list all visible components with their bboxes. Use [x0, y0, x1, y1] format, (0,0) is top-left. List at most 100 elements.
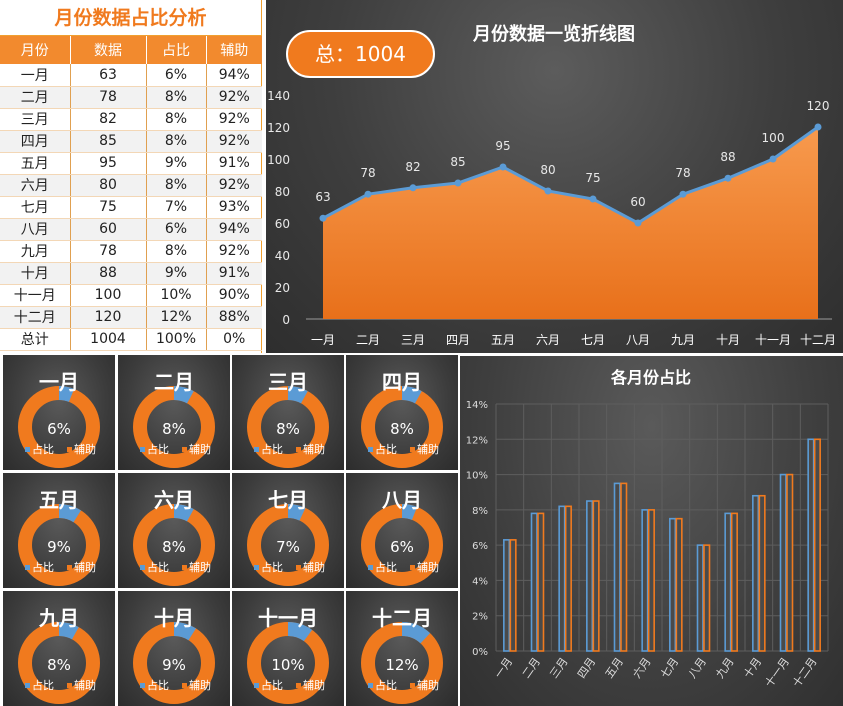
- table-cell: 8%: [146, 240, 207, 263]
- area-fill: [323, 127, 818, 319]
- bar-chart-panel: 各月份占比 0% 2% 4% 6% 8% 10% 12% 14% 一月 二月 三月 四月 五月 六月 七月 八月…: [460, 356, 843, 706]
- y-tick-label: 120: [267, 121, 290, 135]
- line-chart-title: 月份数据一览折线图: [472, 23, 635, 45]
- donut-svg: 三月 8% 占比 辅助: [247, 370, 329, 468]
- table-cell: 总计: [0, 328, 71, 351]
- donut-chart: 一月 6% 占比 辅助: [3, 355, 115, 470]
- legend-swatch-auxiliary: [410, 683, 415, 688]
- bar-share: [752, 494, 760, 652]
- donut-chart: 十一月 10% 占比 辅助: [232, 591, 344, 706]
- table-cell: 一月: [0, 64, 71, 87]
- x-tick-label: 十一月: [762, 655, 792, 690]
- donut-ring-share: [247, 622, 329, 704]
- table-cell: 7%: [146, 196, 207, 219]
- table-header-row: 月份 数据 占比 辅助: [0, 36, 262, 64]
- table-cell: 92%: [206, 86, 262, 109]
- table-cell: 78: [70, 240, 147, 263]
- legend-label: 占比: [261, 442, 283, 456]
- data-label: 85: [450, 155, 465, 169]
- y-tick-label: 60: [275, 217, 290, 231]
- table-cell: 七月: [0, 196, 71, 219]
- legend-label: 辅助: [189, 442, 211, 456]
- table-cell: 四月: [0, 130, 71, 153]
- table-cell: 92%: [206, 130, 262, 153]
- legend-swatch-auxiliary: [182, 447, 187, 452]
- bar-chart: 各月份占比 0% 2% 4% 6% 8% 10% 12% 14% 一月 二月 三月 四月 五月 六月 七月 八月…: [466, 368, 829, 690]
- data-label: 75: [585, 171, 600, 185]
- table-cell: 10%: [146, 284, 207, 307]
- table-cell: 63: [70, 64, 147, 87]
- donut-ring-share: [361, 504, 443, 586]
- legend-label: 辅助: [417, 678, 439, 692]
- data-label: 95: [495, 139, 510, 153]
- x-tick-label: 三月: [401, 333, 425, 347]
- legend-swatch-share: [140, 447, 145, 452]
- legend-swatch-share: [368, 565, 373, 570]
- bar-share: [613, 482, 621, 652]
- legend-swatch-share: [254, 565, 259, 570]
- table-row: 十月 88 9% 91%: [0, 262, 262, 285]
- x-tick-label: 八月: [626, 333, 650, 347]
- donut-title: 六月: [154, 488, 194, 512]
- bar-auxiliary: [509, 539, 517, 652]
- data-label: 63: [315, 190, 330, 204]
- x-tick-label: 九月: [671, 333, 695, 347]
- bar-share: [724, 512, 732, 652]
- donut-center-label: 10%: [271, 656, 304, 674]
- legend-swatch-auxiliary: [67, 565, 72, 570]
- table-cell: 95: [70, 152, 147, 175]
- data-point: [364, 190, 372, 198]
- y-tick-label: 12%: [466, 435, 488, 446]
- table-cell: 9%: [146, 152, 207, 175]
- x-tick-label: 六月: [630, 655, 653, 680]
- table-header-cell: 辅助: [206, 36, 262, 64]
- donut-title: 十一月: [258, 606, 318, 630]
- legend-label: 占比: [147, 560, 169, 574]
- y-tick-label: 20: [275, 281, 290, 295]
- table-header-cell: 占比: [146, 36, 207, 64]
- bar-share: [530, 512, 538, 652]
- table-cell: 五月: [0, 152, 71, 175]
- data-point: [769, 155, 777, 163]
- table-cell: 8%: [146, 174, 207, 197]
- data-point: [544, 187, 552, 195]
- donut-center-label: 6%: [47, 420, 71, 438]
- legend-swatch-auxiliary: [410, 565, 415, 570]
- x-tick-label: 八月: [686, 655, 709, 680]
- data-label: 60: [630, 195, 645, 209]
- donut-title: 三月: [268, 370, 308, 394]
- x-tick-label: 九月: [713, 655, 736, 680]
- bar-auxiliary: [675, 517, 683, 652]
- donut-title: 十二月: [372, 606, 432, 630]
- legend-label: 占比: [261, 678, 283, 692]
- table-cell: 十二月: [0, 306, 71, 329]
- x-tick-label: 七月: [581, 333, 605, 347]
- data-point: [319, 214, 327, 222]
- x-tick-label: 十月: [716, 333, 740, 347]
- donut-ring-share: [18, 386, 100, 468]
- legend-label: 辅助: [74, 560, 96, 574]
- legend-swatch-share: [25, 447, 30, 452]
- bar-share: [503, 539, 511, 652]
- y-tick-label: 100: [267, 153, 290, 167]
- table-cell: 二月: [0, 86, 71, 109]
- donut-title: 七月: [268, 488, 308, 512]
- legend-label: 辅助: [303, 678, 325, 692]
- x-tick-label: 七月: [658, 655, 681, 680]
- data-label: 82: [405, 160, 420, 174]
- x-tick-label: 六月: [536, 333, 560, 347]
- donut-svg: 四月 8% 占比 辅助: [361, 370, 443, 468]
- series-line: [322, 125, 819, 225]
- bar-auxiliary: [592, 500, 600, 652]
- legend-label: 辅助: [417, 560, 439, 574]
- table-row: 二月 78 8% 92%: [0, 86, 262, 109]
- donut-ring-share: [18, 504, 100, 586]
- donut-svg: 七月 7% 占比 辅助: [247, 488, 329, 586]
- table-body: 一月 63 6% 94% 二月 78 8% 92% 三月 82 8% 92% 四月 85 8% 92% 五月 95…: [0, 64, 262, 351]
- data-table: 月份 数据 占比 辅助 一月 63 6% 94% 二月 78 8% 92% 三月 82 8% 92% 四月 85…: [0, 36, 262, 351]
- line-chart: 月份数据一览折线图 0 20 40 60 80 100 120 140 63 一月 78 二月 82 三月 8…: [267, 23, 836, 347]
- legend-label: 辅助: [189, 678, 211, 692]
- table-row: 总计 1004 100% 0%: [0, 328, 262, 351]
- y-tick-label: 10%: [466, 471, 488, 482]
- data-point: [409, 184, 417, 192]
